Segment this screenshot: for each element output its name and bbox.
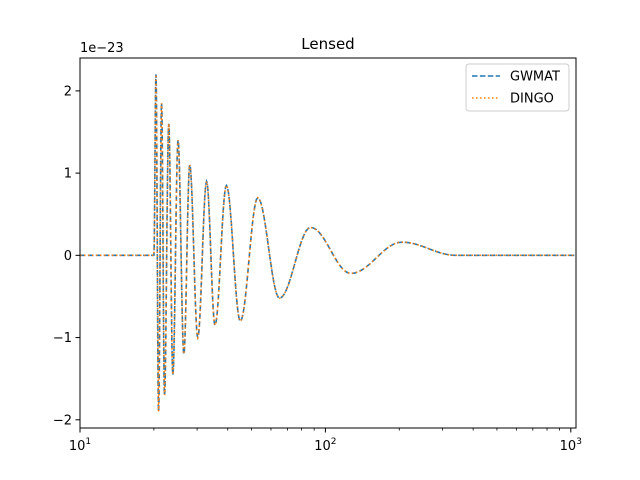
y-tick-label: −1 [53, 331, 72, 346]
y-offset-label: 1e−23 [80, 41, 124, 56]
chart-title: Lensed [301, 35, 354, 53]
y-axis: −2 −1 0 1 2 [53, 84, 80, 428]
y-tick-label: 1 [64, 167, 72, 182]
y-tick-label: −2 [53, 413, 72, 428]
series-line-gwmat [80, 74, 576, 412]
y-tick-label: 0 [64, 249, 72, 264]
plot-lines [80, 74, 576, 412]
x-tick-label: 102 [314, 437, 336, 454]
x-tick-label: 101 [69, 437, 91, 454]
x-axis: 101 102 103 [69, 428, 582, 454]
legend: GWMAT DINGO [465, 63, 570, 112]
series-line-dingo [80, 74, 576, 412]
y-tick-label: 2 [64, 84, 72, 99]
legend-label-dingo: DINGO [510, 92, 554, 107]
legend-label-gwmat: GWMAT [510, 70, 560, 85]
plot-frame [79, 57, 577, 429]
x-tick-label: 103 [560, 437, 582, 454]
